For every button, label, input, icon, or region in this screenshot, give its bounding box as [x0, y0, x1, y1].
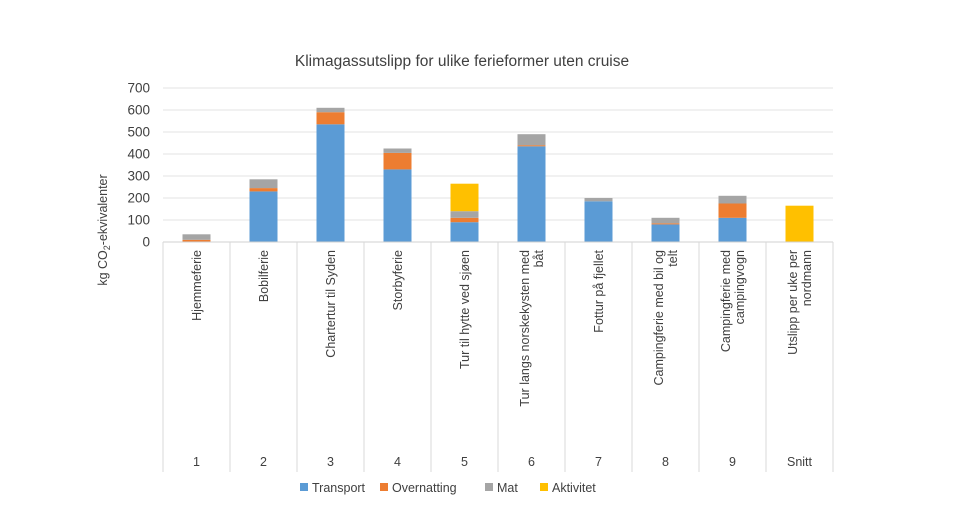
y-tick-label: 200 [127, 191, 150, 206]
bar-segment [450, 211, 479, 218]
bar-segment [249, 188, 278, 192]
category-group-labels: 1 2 3 4 5 6 7 8 9 Snitt [193, 455, 813, 469]
category-label-line: Storbyferie [391, 250, 405, 310]
y-axis-label-tail: -ekvivalenter [96, 174, 110, 245]
bar-segment [584, 201, 613, 242]
category-axis-frame [162, 241, 834, 472]
legend-swatch [380, 483, 388, 491]
category-group-label: 2 [260, 455, 267, 469]
bar-segment [517, 134, 546, 146]
bar-segment [718, 217, 747, 242]
y-tick-label: 600 [127, 103, 150, 118]
category-label: Campingferie med bil og telt [652, 249, 680, 385]
category-group-label: 7 [595, 455, 602, 469]
category-group-label: 1 [193, 455, 200, 469]
legend: Transport Overnatting Mat Aktivitet [300, 481, 596, 495]
bar-segment [651, 224, 680, 242]
category-label: Tur til hytte ved sjøen [458, 250, 472, 369]
category-label-line: Chartertur til Syden [324, 250, 338, 358]
category-label-line: nordmann [800, 250, 814, 306]
category-label: Fottur på fjellet [592, 249, 606, 332]
legend-label: Aktivitet [552, 481, 596, 495]
legend-label: Transport [312, 481, 366, 495]
y-tick-label: 700 [127, 81, 150, 96]
bar-segment [718, 203, 747, 218]
bar-segment [182, 239, 211, 242]
category-label-line: Fottur på fjellet [592, 249, 606, 332]
legend-swatch [540, 483, 548, 491]
y-tick-label: 100 [127, 213, 150, 228]
bar-segment [651, 223, 680, 225]
y-axis-label: kg CO2-ekvivalenter [96, 174, 112, 285]
chart-title: Klimagassutslipp for ulike ferieformer u… [295, 53, 629, 70]
bar-segment [383, 148, 412, 153]
bar-segment [383, 152, 412, 170]
category-group-label: 3 [327, 455, 334, 469]
legend-swatch [300, 483, 308, 491]
bar-segment [316, 112, 345, 125]
bar-segment [517, 146, 546, 242]
category-label: Bobilferie [257, 250, 271, 302]
bar-segment [182, 234, 211, 240]
category-label-line: Campingferie med [719, 250, 733, 352]
bar-segment [383, 169, 412, 242]
y-axis-label-main: kg CO [96, 250, 110, 286]
category-group-label: 9 [729, 455, 736, 469]
category-label: Hjemmeferie [190, 250, 204, 321]
bar-segment [718, 195, 747, 204]
y-tick-label: 500 [127, 125, 150, 140]
category-label: Tur langs norskekysten med båt [518, 249, 546, 406]
category-label-line: Utslipp per uke per [786, 250, 800, 355]
bar-segment [785, 205, 814, 242]
category-label-line: campingvogn [733, 250, 747, 324]
category-label-line: båt [532, 249, 546, 267]
category-label-line: Campingferie med bil og [652, 250, 666, 386]
category-group-label: Snitt [787, 455, 813, 469]
bar-segment [517, 145, 546, 147]
bar-segment [651, 217, 680, 224]
category-label-line: telt [666, 249, 680, 266]
legend-label: Mat [497, 481, 518, 495]
category-label: Campingferie med campingvogn [719, 250, 747, 352]
bar-segment [316, 124, 345, 242]
bars [182, 107, 814, 242]
legend-swatch [485, 483, 493, 491]
category-label-line: Bobilferie [257, 250, 271, 302]
category-group-label: 6 [528, 455, 535, 469]
category-label: Chartertur til Syden [324, 250, 338, 358]
y-tick-label: 0 [142, 235, 150, 250]
legend-label: Overnatting [392, 481, 457, 495]
category-label-line: Tur til hytte ved sjøen [458, 250, 472, 369]
y-tick-label: 300 [127, 169, 150, 184]
y-axis-tick-labels: 0 100 200 300 400 500 600 700 [127, 81, 150, 250]
bar-segment [249, 179, 278, 189]
bar-segment [584, 198, 613, 202]
bar-segment [316, 107, 345, 113]
category-label: Storbyferie [391, 250, 405, 310]
category-group-label: 8 [662, 455, 669, 469]
y-tick-label: 400 [127, 147, 150, 162]
category-label-line: Tur langs norskekysten med [518, 250, 532, 407]
category-group-label: 5 [461, 455, 468, 469]
bar-segment [249, 191, 278, 242]
bar-segment [450, 222, 479, 242]
category-label-line: Hjemmeferie [190, 250, 204, 321]
category-labels: Hjemmeferie Bobilferie Chartertur til Syde… [190, 249, 814, 406]
bar-segment [450, 183, 479, 212]
category-group-label: 4 [394, 455, 401, 469]
category-label: Utslipp per uke per nordmann [786, 250, 814, 355]
bar-segment [450, 217, 479, 223]
y-axis-label-subscript: 2 [102, 245, 112, 250]
